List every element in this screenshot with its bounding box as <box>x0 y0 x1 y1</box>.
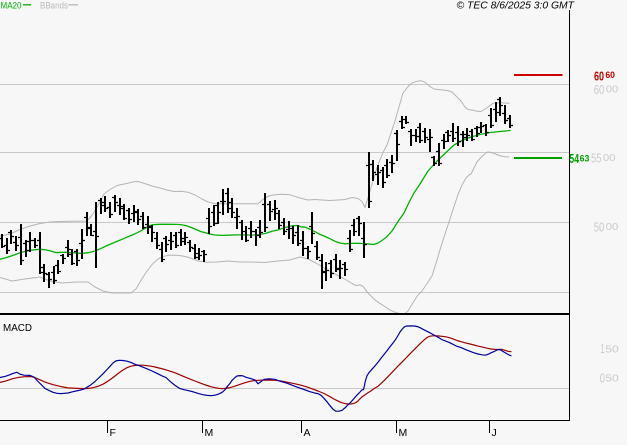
svg-text:M: M <box>399 427 408 439</box>
svg-text:F: F <box>110 427 116 439</box>
svg-text:00: 00 <box>606 222 619 233</box>
svg-text:60: 60 <box>594 82 605 97</box>
svg-text:1: 1 <box>600 342 604 356</box>
svg-text:50: 50 <box>605 344 619 355</box>
svg-text:00: 00 <box>603 153 616 164</box>
svg-text:50: 50 <box>605 374 619 385</box>
svg-text:00: 00 <box>606 85 619 96</box>
svg-text:63: 63 <box>580 154 590 165</box>
svg-text:© TEC 8/6/2025 3:0 GMT: © TEC 8/6/2025 3:0 GMT <box>457 1 575 12</box>
svg-text:MACD: MACD <box>3 323 32 334</box>
svg-text:M: M <box>205 427 214 439</box>
svg-text:0: 0 <box>600 371 605 385</box>
svg-text:J: J <box>492 427 497 439</box>
svg-text:60: 60 <box>594 69 604 83</box>
svg-text:MA20: MA20 <box>1 1 22 12</box>
svg-text:50: 50 <box>594 220 605 235</box>
svg-text:54: 54 <box>569 152 579 166</box>
svg-text:55: 55 <box>591 151 602 166</box>
svg-text:BBands: BBands <box>40 1 68 12</box>
svg-text:A: A <box>304 427 311 439</box>
svg-text:60: 60 <box>605 70 615 81</box>
